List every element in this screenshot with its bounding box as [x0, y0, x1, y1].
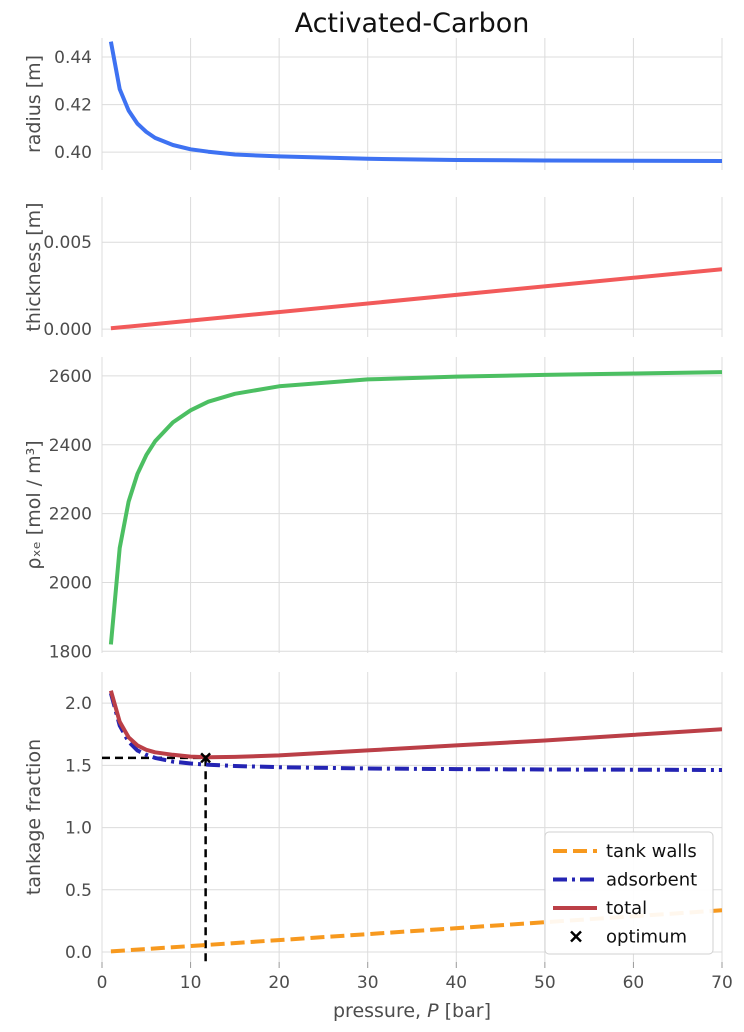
y-tick-label: 2600 [49, 367, 92, 387]
x-tick-label: 40 [445, 973, 467, 993]
series-line-radius [108, 41, 722, 163]
y-tick-label: 2200 [49, 505, 92, 525]
panel-3: 1800 2000 2200 2400 2600 ρₓₑ [mol / m³] [23, 357, 723, 662]
y-axis-label: radius [m] [23, 55, 45, 153]
y-tick-label: 0.5 [65, 881, 92, 901]
panel-1: 0.40 0.42 0.44 radius [m] [23, 38, 723, 170]
y-axis-label: thickness [m] [23, 202, 45, 331]
y-tick-label: 0.42 [54, 96, 92, 116]
y-tick-label: 1.5 [65, 756, 92, 776]
y-tick-label: 2000 [49, 573, 92, 593]
y-tick-label: 0.40 [54, 143, 92, 163]
optimum-marker [200, 752, 212, 764]
y-tick-label: 1800 [49, 642, 92, 662]
legend-item-total: total [553, 898, 647, 919]
y-tick-label: 0.000 [43, 320, 92, 340]
legend-item-optimum: optimum [570, 927, 687, 948]
y-tick-label: 0.44 [54, 48, 92, 68]
x-tick-label: 50 [534, 973, 556, 993]
legend-label: total [606, 898, 647, 919]
optimum-guide-lines [102, 756, 207, 962]
x-tick-label: 10 [180, 973, 202, 993]
x-axis-label: pressure, P [bar] [333, 1000, 491, 1022]
x-tick-label: 30 [357, 973, 379, 993]
y-axis-label: ρₓₑ [mol / m³] [23, 440, 45, 569]
x-tick-label: 0 [97, 973, 108, 993]
legend-label: optimum [606, 927, 687, 948]
series-line-thickness [110, 267, 722, 331]
legend: tank walls adsorbent total optimum [544, 831, 714, 955]
chart-panels: 0.40 0.42 0.44 radius [m] 0.000 0.005thicknes… [23, 38, 733, 993]
legend-label: tank walls [606, 841, 697, 862]
y-tick-label: 0.0 [65, 943, 92, 963]
series-line-adsorbent [108, 692, 722, 772]
chart-title: Activated-Carbon [295, 8, 530, 39]
y-axis-label: tankage fraction [23, 739, 45, 895]
legend-item-tank-walls: tank walls [553, 841, 697, 862]
legend-box [544, 831, 714, 955]
x-tick-label: 20 [268, 973, 290, 993]
x-tick-label: 60 [623, 973, 645, 993]
legend-label: adsorbent [606, 870, 697, 891]
y-tick-label: 2400 [49, 436, 92, 456]
y-tick-label: 1.0 [65, 819, 92, 839]
series-line-total [108, 690, 722, 760]
series-line-density [108, 370, 722, 645]
y-tick-label: 0.005 [43, 233, 92, 253]
panel-4: 0 10 20 30 40 50 60 70 0.0 0.5 1.0 1.5 2.0 tankage fr… [23, 672, 733, 993]
legend-item-adsorbent: adsorbent [553, 870, 697, 891]
x-tick-label: 70 [711, 973, 733, 993]
y-tick-label: 2.0 [65, 694, 92, 714]
